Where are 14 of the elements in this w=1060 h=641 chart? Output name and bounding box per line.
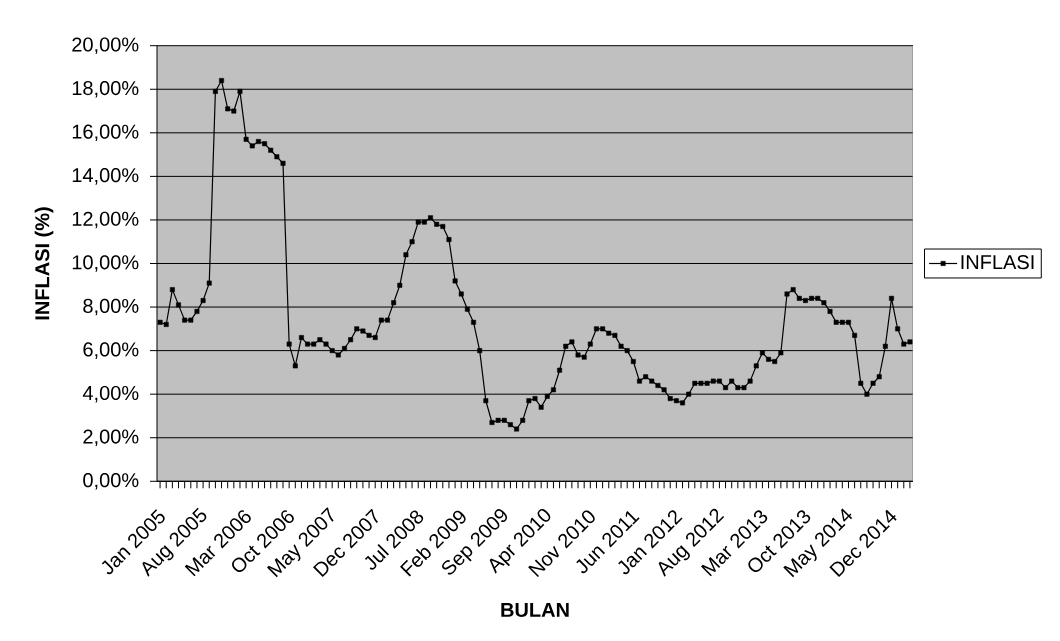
y-tick-label: 2,00%: [83, 429, 139, 447]
y-tick-label: 0,00%: [83, 473, 139, 490]
y-tick-label: 20,00%: [72, 37, 139, 54]
y-axis-title: INFLASI (%): [34, 207, 54, 320]
y-tick-label: 4,00%: [82, 385, 139, 403]
y-tick-label: 6,00%: [83, 342, 139, 359]
y-tick-label: 14,00%: [72, 168, 139, 185]
legend-label: INFLASI: [961, 255, 1034, 270]
y-tick-label: 8,00%: [83, 298, 139, 316]
y-tick-label: 12,00%: [72, 211, 139, 229]
y-tick-label: 10,00%: [72, 255, 139, 272]
y-tick-label: 18,00%: [72, 80, 139, 98]
x-axis-title: BULAN: [501, 603, 569, 617]
y-tick-label: 16,00%: [72, 124, 139, 142]
